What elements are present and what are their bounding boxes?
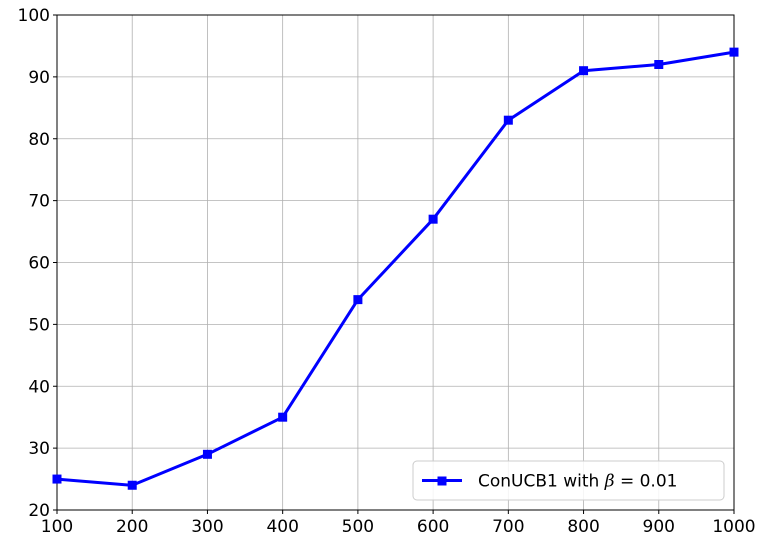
x-tick-label: 700 [492, 517, 524, 536]
x-tick-label: 500 [342, 517, 374, 536]
y-tick-label: 40 [28, 377, 50, 397]
data-point [52, 474, 62, 484]
legend: ConUCB1 with β = 0.01 [412, 460, 725, 501]
data-point [503, 115, 513, 125]
y-tick-label: 100 [18, 6, 50, 26]
data-point [654, 60, 664, 69]
y-tick-label: 60 [28, 254, 50, 274]
y-tick-label: 70 [28, 192, 50, 212]
plot-frame [56, 14, 735, 511]
y-tick-label: 50 [28, 315, 50, 335]
legend-marker-swatch [437, 476, 447, 486]
legend-label: ConUCB1 with β = 0.01 [478, 472, 677, 492]
y-tick-label: 80 [28, 130, 50, 150]
y-tick-label: 90 [28, 68, 50, 88]
data-point [127, 480, 137, 490]
x-tick-label: 100 [41, 517, 73, 536]
x-tick-label: 300 [191, 517, 223, 536]
data-point [579, 66, 589, 76]
grid-lines [56, 14, 735, 511]
x-tick-label: 600 [417, 517, 449, 536]
data-point [202, 449, 212, 459]
data-point [353, 295, 363, 305]
x-tick-label: 400 [266, 517, 298, 536]
y-tick-label: 20 [28, 501, 50, 521]
legend-label-prefix: ConUCB1 with [478, 472, 605, 492]
legend-label-beta: β [604, 472, 615, 492]
x-axis-ticks: 100 200 300 400 500 600 700 800 900 1000 [41, 510, 756, 536]
x-tick-label: 200 [116, 517, 148, 536]
series-line [56, 50, 735, 487]
y-axis-ticks: 20 30 40 50 60 70 80 90 100 [18, 6, 57, 521]
data-point [278, 412, 288, 422]
x-tick-label: 1000 [712, 517, 755, 536]
legend-label-suffix: = 0.01 [615, 472, 678, 492]
data-point [729, 47, 739, 57]
data-point [428, 214, 438, 224]
series-layer [52, 47, 739, 490]
x-tick-label: 800 [567, 517, 599, 536]
y-tick-label: 30 [28, 439, 50, 459]
legend-box [412, 460, 725, 501]
x-tick-label: 900 [643, 517, 675, 536]
